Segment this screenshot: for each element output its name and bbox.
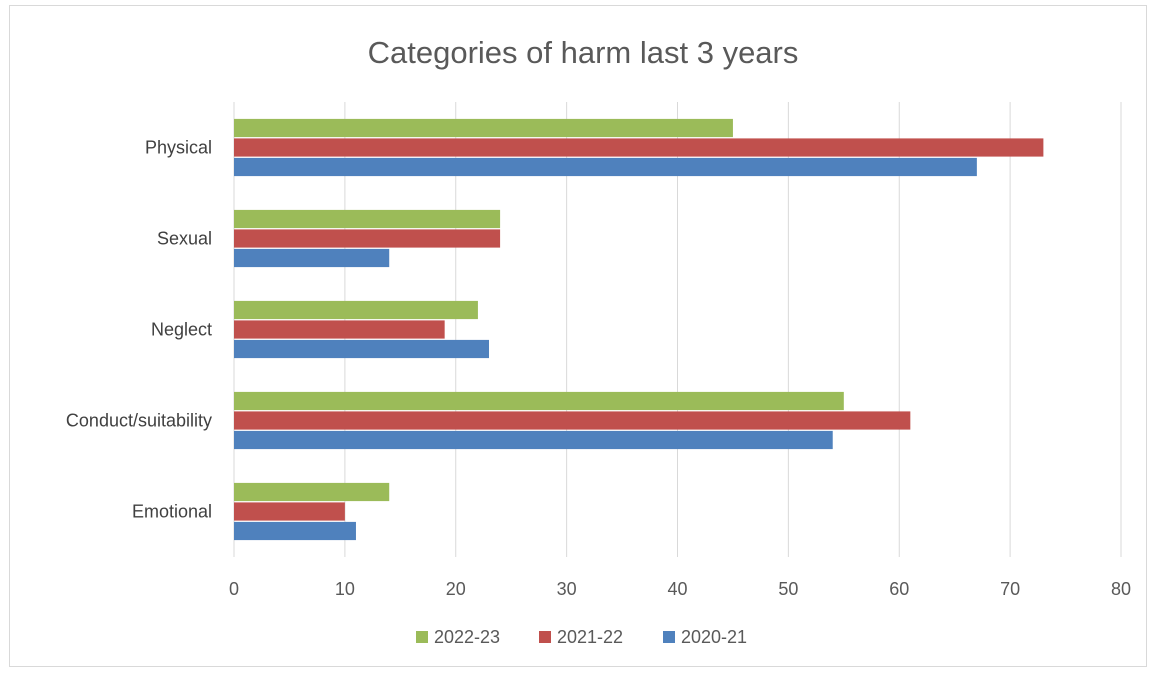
category-label: Physical bbox=[145, 138, 212, 158]
legend: 2022-23 2021-22 2020-21 bbox=[416, 627, 747, 647]
bar-2022-23-Conduct/suitability bbox=[234, 391, 844, 411]
bar-2021-22-Emotional bbox=[234, 502, 345, 521]
bar-2021-22-Neglect bbox=[234, 320, 445, 339]
bar-2022-23-Neglect bbox=[234, 300, 478, 320]
bar-2020-21-Conduct/suitability bbox=[234, 430, 833, 450]
x-tick-label: 10 bbox=[335, 579, 355, 599]
bars bbox=[234, 118, 1044, 541]
x-tick-label: 40 bbox=[667, 579, 687, 599]
category-label: Sexual bbox=[157, 229, 212, 249]
chart-title: Categories of harm last 3 years bbox=[368, 35, 799, 70]
bar-2021-22-Sexual bbox=[234, 229, 501, 248]
legend-label: 2021-22 bbox=[557, 627, 623, 647]
bar-2021-22-Conduct/suitability bbox=[234, 411, 911, 430]
x-tick-label: 30 bbox=[557, 579, 577, 599]
bar-2022-23-Emotional bbox=[234, 482, 390, 502]
chart-area bbox=[9, 5, 1147, 667]
bar-2020-21-Sexual bbox=[234, 248, 390, 268]
bar-2021-22-Physical bbox=[234, 138, 1044, 157]
x-tick-label: 70 bbox=[1000, 579, 1020, 599]
legend-swatch bbox=[663, 631, 675, 643]
category-label: Neglect bbox=[151, 320, 212, 340]
legend-swatch bbox=[416, 631, 428, 643]
bar-2020-21-Neglect bbox=[234, 339, 490, 359]
legend-swatch bbox=[539, 631, 551, 643]
category-label: Conduct/suitability bbox=[66, 411, 212, 431]
x-tick-label: 0 bbox=[229, 579, 239, 599]
x-tick-label: 60 bbox=[889, 579, 909, 599]
x-tick-label: 80 bbox=[1111, 579, 1131, 599]
bar-2022-23-Physical bbox=[234, 118, 733, 138]
bar-2022-23-Sexual bbox=[234, 209, 501, 229]
legend-label: 2020-21 bbox=[681, 627, 747, 647]
x-axis-ticks: 0 10 20 30 40 50 60 70 80 bbox=[229, 579, 1131, 599]
category-label: Emotional bbox=[132, 502, 212, 522]
bar-2020-21-Emotional bbox=[234, 521, 356, 541]
category-labels: Physical Sexual Neglect Conduct/suitability… bbox=[66, 138, 212, 522]
legend-label: 2022-23 bbox=[434, 627, 500, 647]
bar-2020-21-Physical bbox=[234, 157, 977, 177]
x-tick-label: 50 bbox=[778, 579, 798, 599]
x-tick-label: 20 bbox=[446, 579, 466, 599]
gridlines bbox=[233, 102, 1122, 557]
